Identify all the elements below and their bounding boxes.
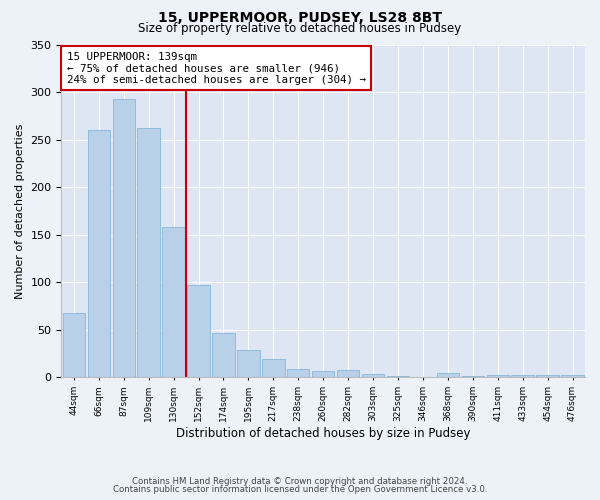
X-axis label: Distribution of detached houses by size in Pudsey: Distribution of detached houses by size … xyxy=(176,427,470,440)
Bar xyxy=(437,372,459,378)
Y-axis label: Number of detached properties: Number of detached properties xyxy=(15,124,25,299)
Bar xyxy=(113,99,135,377)
Bar xyxy=(461,376,484,378)
Text: Size of property relative to detached houses in Pudsey: Size of property relative to detached ho… xyxy=(139,22,461,35)
Text: Contains HM Land Registry data © Crown copyright and database right 2024.: Contains HM Land Registry data © Crown c… xyxy=(132,477,468,486)
Bar xyxy=(312,371,334,378)
Bar xyxy=(511,374,534,378)
Bar xyxy=(237,350,260,378)
Bar xyxy=(337,370,359,378)
Bar xyxy=(137,128,160,378)
Bar xyxy=(163,228,185,378)
Bar xyxy=(287,369,310,378)
Text: Contains public sector information licensed under the Open Government Licence v3: Contains public sector information licen… xyxy=(113,485,487,494)
Bar xyxy=(212,333,235,378)
Bar xyxy=(187,286,210,378)
Text: 15, UPPERMOOR, PUDSEY, LS28 8BT: 15, UPPERMOOR, PUDSEY, LS28 8BT xyxy=(158,11,442,25)
Bar xyxy=(62,313,85,378)
Bar xyxy=(487,374,509,378)
Bar xyxy=(88,130,110,378)
Bar xyxy=(362,374,384,378)
Bar xyxy=(536,374,559,378)
Bar xyxy=(387,376,409,378)
Text: 15 UPPERMOOR: 139sqm
← 75% of detached houses are smaller (946)
24% of semi-deta: 15 UPPERMOOR: 139sqm ← 75% of detached h… xyxy=(67,52,365,85)
Bar xyxy=(562,374,584,378)
Bar xyxy=(262,360,284,378)
